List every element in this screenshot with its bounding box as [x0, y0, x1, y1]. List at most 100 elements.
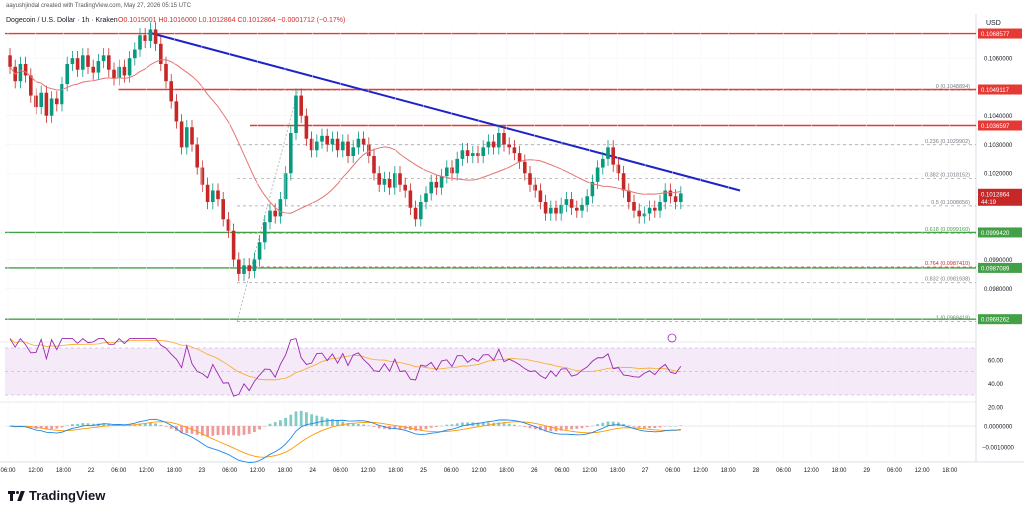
candle-body — [434, 181, 439, 188]
macd-histogram-bar — [279, 420, 282, 426]
macd-histogram-bar — [383, 426, 386, 429]
macd-histogram-bar — [284, 417, 287, 426]
candle-body — [75, 58, 80, 70]
macd-histogram-bar — [310, 414, 313, 426]
symbol-title[interactable]: Dogecoin / U.S. Dollar · 1h · Kraken — [6, 17, 118, 24]
candle-body — [413, 207, 418, 220]
macd-histogram-bar — [39, 426, 43, 429]
candle-body — [44, 92, 49, 116]
tradingview-brand[interactable]: TradingView — [8, 488, 105, 503]
candle-body — [481, 147, 485, 156]
candle-body — [445, 167, 449, 177]
credit-text: aayushjindal created with TradingView.co… — [6, 3, 191, 9]
time-tick-label: 12:00 — [693, 468, 709, 474]
candle-body — [601, 158, 605, 168]
candle-body — [460, 150, 465, 159]
candle-body — [133, 49, 137, 59]
candle-body — [549, 207, 553, 214]
time-tick-label: 18:00 — [610, 468, 626, 474]
macd-histogram-bar — [596, 424, 599, 426]
time-tick-label: 12:00 — [471, 468, 487, 474]
time-tick-label: 06:00 — [333, 468, 349, 474]
candle-body — [257, 242, 262, 260]
fib-level-label: 0.618 (0.0999160) — [925, 227, 970, 233]
candle-body — [564, 199, 569, 205]
candle-body — [408, 190, 413, 208]
macd-histogram-bar — [663, 426, 667, 427]
candle-body — [315, 141, 319, 151]
price-label-text: 0.0999420 — [981, 231, 1010, 237]
time-tick-label: 12:00 — [250, 468, 266, 474]
candle-body — [107, 55, 111, 70]
macd-histogram-bar — [445, 424, 449, 426]
candle-body — [117, 66, 121, 79]
macd-histogram-bar — [658, 426, 662, 428]
macd-histogram-bar — [580, 426, 584, 429]
macd-histogram-bar — [336, 420, 339, 426]
candle-body — [450, 167, 454, 174]
macd-histogram-bar — [128, 425, 131, 426]
macd-histogram-bar — [591, 425, 594, 427]
candle-body — [221, 199, 225, 220]
time-tick-label: 27 — [642, 468, 649, 474]
candle-body — [185, 127, 189, 148]
macd-histogram-bar — [455, 423, 459, 426]
candle-body — [211, 190, 215, 203]
macd-histogram-bar — [247, 426, 251, 434]
candle-body — [356, 138, 361, 148]
rsi-tick-label: 60.00 — [988, 358, 1004, 364]
price-label-box — [978, 28, 1022, 39]
macd-histogram-bar — [50, 426, 53, 429]
price-tick-label: 0.1030000 — [984, 143, 1013, 149]
candle-body — [538, 190, 543, 203]
candle-body — [320, 135, 324, 142]
macd-histogram-bar — [149, 422, 152, 426]
candle-body — [231, 230, 236, 260]
macd-histogram-bar — [258, 426, 261, 430]
candle-body — [533, 184, 537, 191]
macd-histogram-bar — [159, 424, 163, 426]
macd-histogram-bar — [180, 426, 183, 434]
macd-histogram-bar — [377, 426, 381, 429]
price-label-box — [978, 84, 1022, 95]
macd-histogram-bar — [102, 423, 105, 426]
candle-body — [179, 121, 184, 148]
candle-body — [65, 63, 69, 85]
currency-label[interactable]: USD — [986, 20, 1001, 27]
macd-histogram-bar — [45, 426, 48, 430]
macd-histogram-bar — [643, 426, 646, 429]
macd-histogram-bar — [617, 422, 620, 426]
fib-level-label: 0.764 (0.0987410) — [925, 261, 970, 267]
time-tick-label: 12:00 — [915, 468, 931, 474]
macd-histogram-bar — [315, 415, 319, 426]
macd-histogram-bar — [476, 422, 480, 426]
candle-body — [465, 150, 470, 156]
macd-histogram-bar — [294, 411, 298, 426]
price-label-text: 0.1068577 — [981, 32, 1010, 38]
candle-body — [486, 141, 491, 148]
brand-name: TradingView — [29, 488, 106, 503]
macd-line — [9, 418, 681, 463]
time-tick-label: 22 — [88, 468, 95, 474]
macd-histogram-bar — [429, 426, 433, 428]
candle-body — [278, 199, 283, 217]
candle-body — [252, 259, 257, 272]
price-tick-label: 0.1040000 — [984, 114, 1013, 120]
candle-body — [325, 135, 329, 145]
time-tick-label: 06:00 — [665, 468, 681, 474]
candle-body — [517, 153, 522, 162]
candle-body — [237, 259, 241, 274]
time-tick-label: 29 — [863, 468, 870, 474]
ohlc-values: O0.1015001 H0.1016000 L0.1012864 C0.1012… — [118, 17, 346, 24]
macd-histogram-bar — [549, 426, 553, 432]
macd-histogram-bar — [533, 426, 537, 430]
macd-histogram-bar — [372, 426, 376, 427]
candle-body — [439, 176, 444, 188]
time-tick-label: 06:00 — [444, 468, 460, 474]
macd-histogram-bar — [273, 422, 277, 426]
candle-body — [138, 35, 142, 50]
candle-body — [200, 167, 205, 185]
time-tick-label: 18:00 — [831, 468, 847, 474]
candle-body — [283, 173, 288, 200]
macd-histogram-bar — [143, 423, 147, 426]
